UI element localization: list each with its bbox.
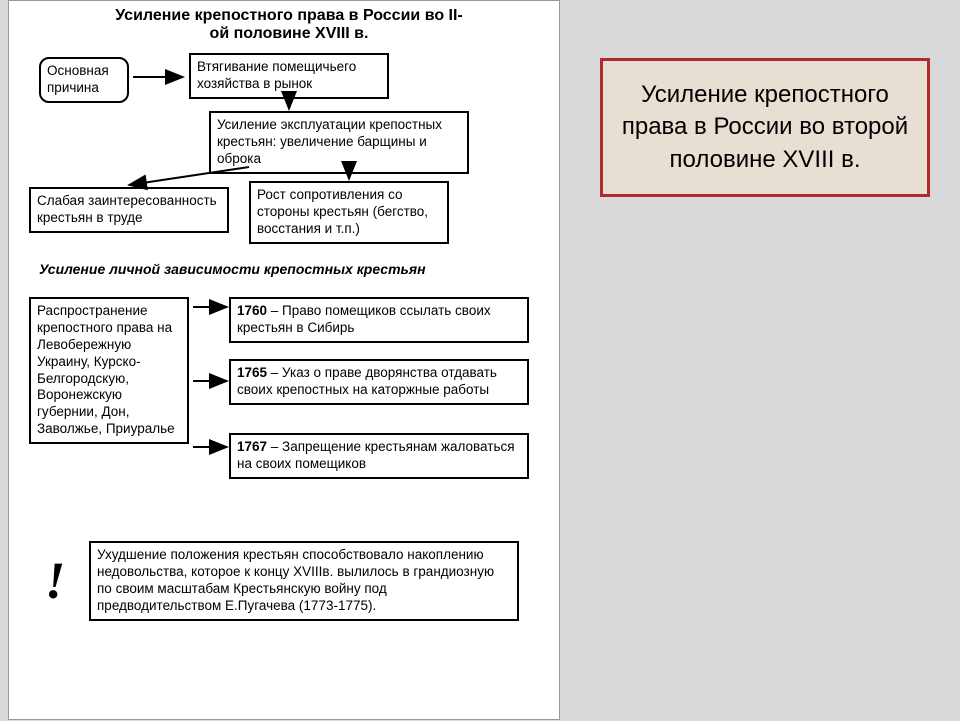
diagram-title: Усиление крепостного права в России во I… xyxy=(109,7,469,43)
decree-year: 1760 xyxy=(237,303,267,318)
box-resistance: Рост сопротивления со стороны крестьян (… xyxy=(249,181,449,244)
decree-text: – Право помещиков ссылать своих крестьян… xyxy=(237,303,491,335)
diagram-paper: Усиление крепостного права в России во I… xyxy=(8,0,560,720)
box-conclusion: Ухудшение положения крестьян способствов… xyxy=(89,541,519,621)
decree-1767: 1767 – Запрещение крестьянам жаловаться … xyxy=(229,433,529,479)
decree-text: – Запрещение крестьянам жаловаться на св… xyxy=(237,439,515,471)
box-weak-interest: Слабая заинтересованность крестьян в тру… xyxy=(29,187,229,233)
decree-1760: 1760 – Право помещиков ссылать своих кре… xyxy=(229,297,529,343)
box-spread: Распространение крепостного права на Лев… xyxy=(29,297,189,444)
diagram-subtitle: Усиление личной зависимости крепостных к… xyxy=(39,261,426,277)
decree-text: – Указ о праве дворянства отдавать своих… xyxy=(237,365,497,397)
box-market: Втягивание помещичьего хозяйства в рынок xyxy=(189,53,389,99)
exclamation-icon: ! xyxy=(45,561,65,603)
box-exploit: Усиление эксплуатации крепостных крестья… xyxy=(209,111,469,174)
decree-year: 1767 xyxy=(237,439,267,454)
box-cause: Основная причина xyxy=(39,57,129,103)
side-title-panel: Усиление крепостного права в России во в… xyxy=(600,58,930,197)
decree-year: 1765 xyxy=(237,365,267,380)
decree-1765: 1765 – Указ о праве дворянства отдавать … xyxy=(229,359,529,405)
